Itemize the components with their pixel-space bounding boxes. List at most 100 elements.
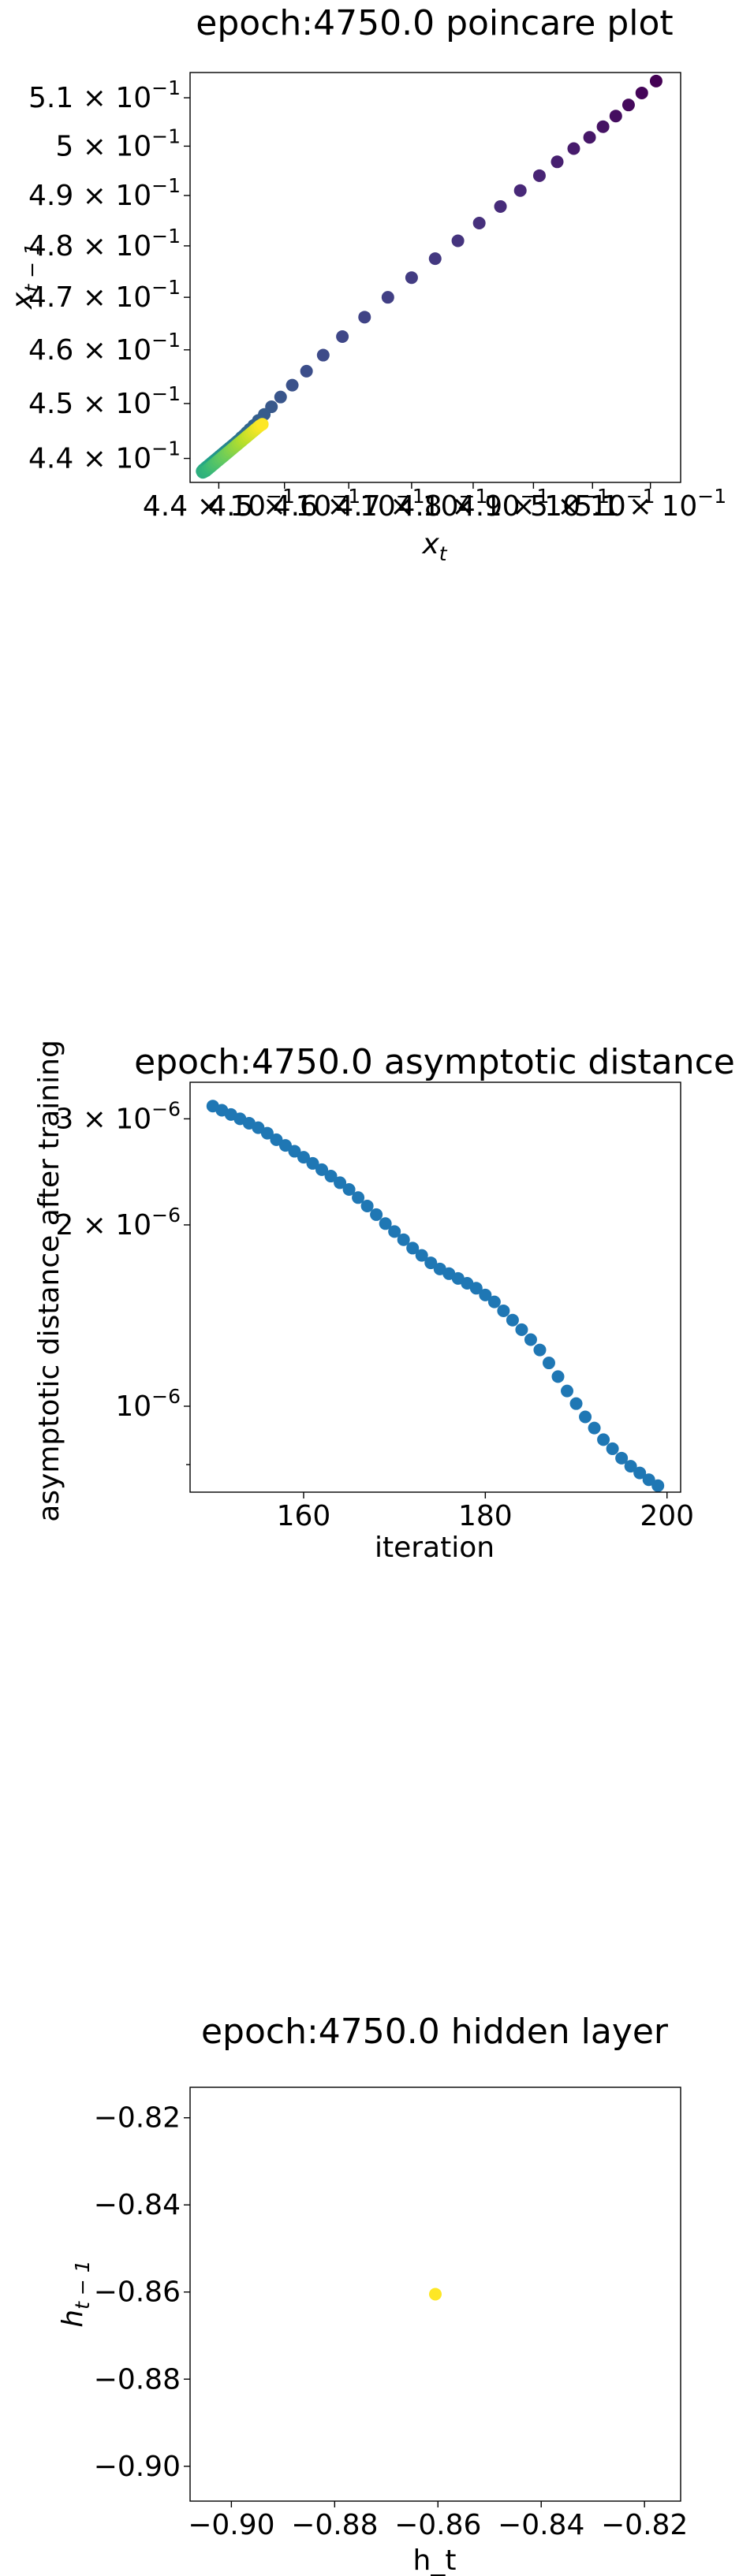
y-tick-label: 4.5 × 10−1 — [28, 382, 181, 420]
y-tick-label: 4.6 × 10−1 — [28, 329, 181, 367]
poincare-point — [583, 131, 596, 144]
hidden-layer-x-label: h_t — [413, 2544, 457, 2576]
distance-point — [370, 1208, 383, 1221]
y-tick-label: 4.8 × 10−1 — [28, 225, 181, 262]
y-tick-label: 4.7 × 10−1 — [28, 276, 181, 314]
asymptotic-distance-x-ticks: 160 180 200 — [277, 1492, 694, 1532]
distance-point — [260, 1126, 274, 1140]
poincare-plot-title: epoch:4750.0 poincare plot — [196, 3, 673, 43]
poincare-point — [649, 74, 662, 87]
poincare-point — [567, 142, 580, 155]
hidden-layer-chart: epoch:4750.0 hidden layer −0.90 −0.88 −0.8… — [57, 2012, 688, 2576]
distance-point — [579, 1410, 592, 1424]
distance-point — [551, 1370, 565, 1383]
distance-point — [306, 1156, 319, 1170]
distance-point — [342, 1183, 356, 1197]
distance-point — [288, 1145, 301, 1158]
poincare-point — [336, 330, 349, 344]
distance-point — [615, 1451, 629, 1465]
distance-point — [297, 1151, 310, 1164]
asymptotic-distance-points — [206, 1100, 665, 1492]
distance-point — [469, 1282, 483, 1295]
poincare-plot-x-label-sub: t — [439, 542, 448, 565]
y-tick-label: 4.4 × 10−1 — [28, 437, 181, 475]
distance-point — [334, 1176, 347, 1189]
distance-point — [415, 1249, 428, 1262]
poincare-point — [405, 271, 418, 285]
poincare-plot-x-label: xt — [421, 528, 447, 565]
y-tick-label: −0.88 — [94, 2363, 181, 2395]
hidden-layer-x-ticks: −0.90 −0.88 −0.86 −0.84 −0.82 — [188, 2501, 688, 2541]
y-tick-label: −0.86 — [94, 2276, 181, 2309]
distance-point — [252, 1121, 265, 1134]
poincare-plot-y-label-base: x — [6, 292, 39, 310]
asymptotic-distance-title: epoch:4750.0 asymptotic distance — [134, 1042, 735, 1082]
y-tick-label: 5.1 × 10−1 — [28, 76, 181, 114]
hidden-layer-y-label: ht − 1 — [57, 2260, 94, 2327]
poincare-plot-frame — [189, 72, 681, 483]
distance-point — [633, 1466, 647, 1480]
poincare-point — [274, 390, 287, 404]
poincare-point — [621, 99, 635, 112]
distance-point — [642, 1473, 655, 1487]
distance-point — [315, 1163, 329, 1176]
distance-point — [388, 1225, 401, 1238]
distance-point — [406, 1241, 420, 1255]
hidden-layer-y-ticks: −0.90 −0.88 −0.86 −0.84 −0.82 — [94, 2102, 190, 2483]
distance-point — [506, 1313, 519, 1327]
poincare-point — [256, 418, 269, 431]
poincare-point — [428, 252, 442, 266]
poincare-point — [609, 110, 622, 123]
x-tick-label: −0.88 — [291, 2509, 378, 2541]
hidden-layer-points — [429, 2288, 442, 2301]
distance-point — [561, 1384, 574, 1398]
poincare-plot-chart: epoch:4750.0 poincare plot 4.4 × 10−14.5… — [6, 3, 726, 565]
asymptotic-distance-chart: epoch:4750.0 asymptotic distance 160 180 2… — [33, 1040, 735, 1564]
distance-point — [624, 1460, 637, 1473]
distance-point — [479, 1288, 492, 1301]
x-tick-label: −0.86 — [394, 2509, 481, 2541]
asymptotic-distance-y-label: asymptotic distance after training — [33, 1040, 65, 1522]
y-tick-label: 3 × 10−6 — [55, 1097, 181, 1135]
poincare-plot-x-ticks: 4.4 × 10−14.5 × 10−14.6 × 10−14.7 × 10−1… — [143, 482, 726, 523]
poincare-plot-y-ticks: 4.4 × 10−1 4.5 × 10−1 4.6 × 10−1 4.7 × 10−1… — [28, 76, 190, 475]
x-tick-label: −0.82 — [601, 2509, 688, 2541]
hidden-layer-y-label-base: h — [57, 2310, 89, 2328]
x-tick-label: 4.9 × 10−1 — [457, 485, 610, 523]
hidden-layer-point — [429, 2288, 442, 2301]
poincare-point — [472, 216, 486, 229]
y-tick-label: 2 × 10−6 — [55, 1204, 181, 1241]
poincare-point — [358, 311, 371, 324]
distance-point — [487, 1295, 501, 1308]
x-tick-label: 4.5 × 10−1 — [208, 485, 360, 523]
hidden-layer-y-label-sub: t − 1 — [71, 2260, 94, 2310]
distance-point — [651, 1479, 665, 1492]
distance-point — [524, 1333, 537, 1346]
asymptotic-distance-x-label: iteration — [375, 1532, 495, 1564]
distance-point — [569, 1397, 583, 1410]
poincare-point — [451, 234, 465, 248]
x-tick-label: 4.4 × 10−1 — [143, 485, 295, 523]
distance-point — [278, 1139, 292, 1152]
distance-point — [324, 1170, 338, 1183]
x-tick-label: 200 — [640, 1500, 694, 1532]
poincare-point — [494, 199, 507, 213]
x-tick-label: 4.8 × 10−1 — [397, 485, 549, 523]
poincare-point — [286, 378, 299, 392]
poincare-point — [635, 86, 648, 99]
distance-point — [424, 1256, 438, 1270]
x-tick-label: −0.90 — [188, 2509, 274, 2541]
poincare-plot-y-label: xt − 1 — [6, 243, 43, 310]
x-tick-label: 4.6 × 10−1 — [273, 485, 425, 523]
distance-point — [397, 1233, 410, 1246]
y-tick-label: −0.82 — [94, 2102, 181, 2135]
poincare-point — [532, 169, 546, 182]
x-tick-label: 4.7 × 10−1 — [335, 485, 487, 523]
poincare-plot-points — [196, 74, 662, 479]
y-tick-label: −0.90 — [94, 2451, 181, 2483]
poincare-point — [551, 155, 564, 169]
y-tick-label: −0.84 — [94, 2189, 181, 2221]
x-tick-label: 180 — [458, 1500, 513, 1532]
asymptotic-distance-y-ticks: 3 × 10−6 2 × 10−6 10−6 — [55, 1097, 190, 1465]
